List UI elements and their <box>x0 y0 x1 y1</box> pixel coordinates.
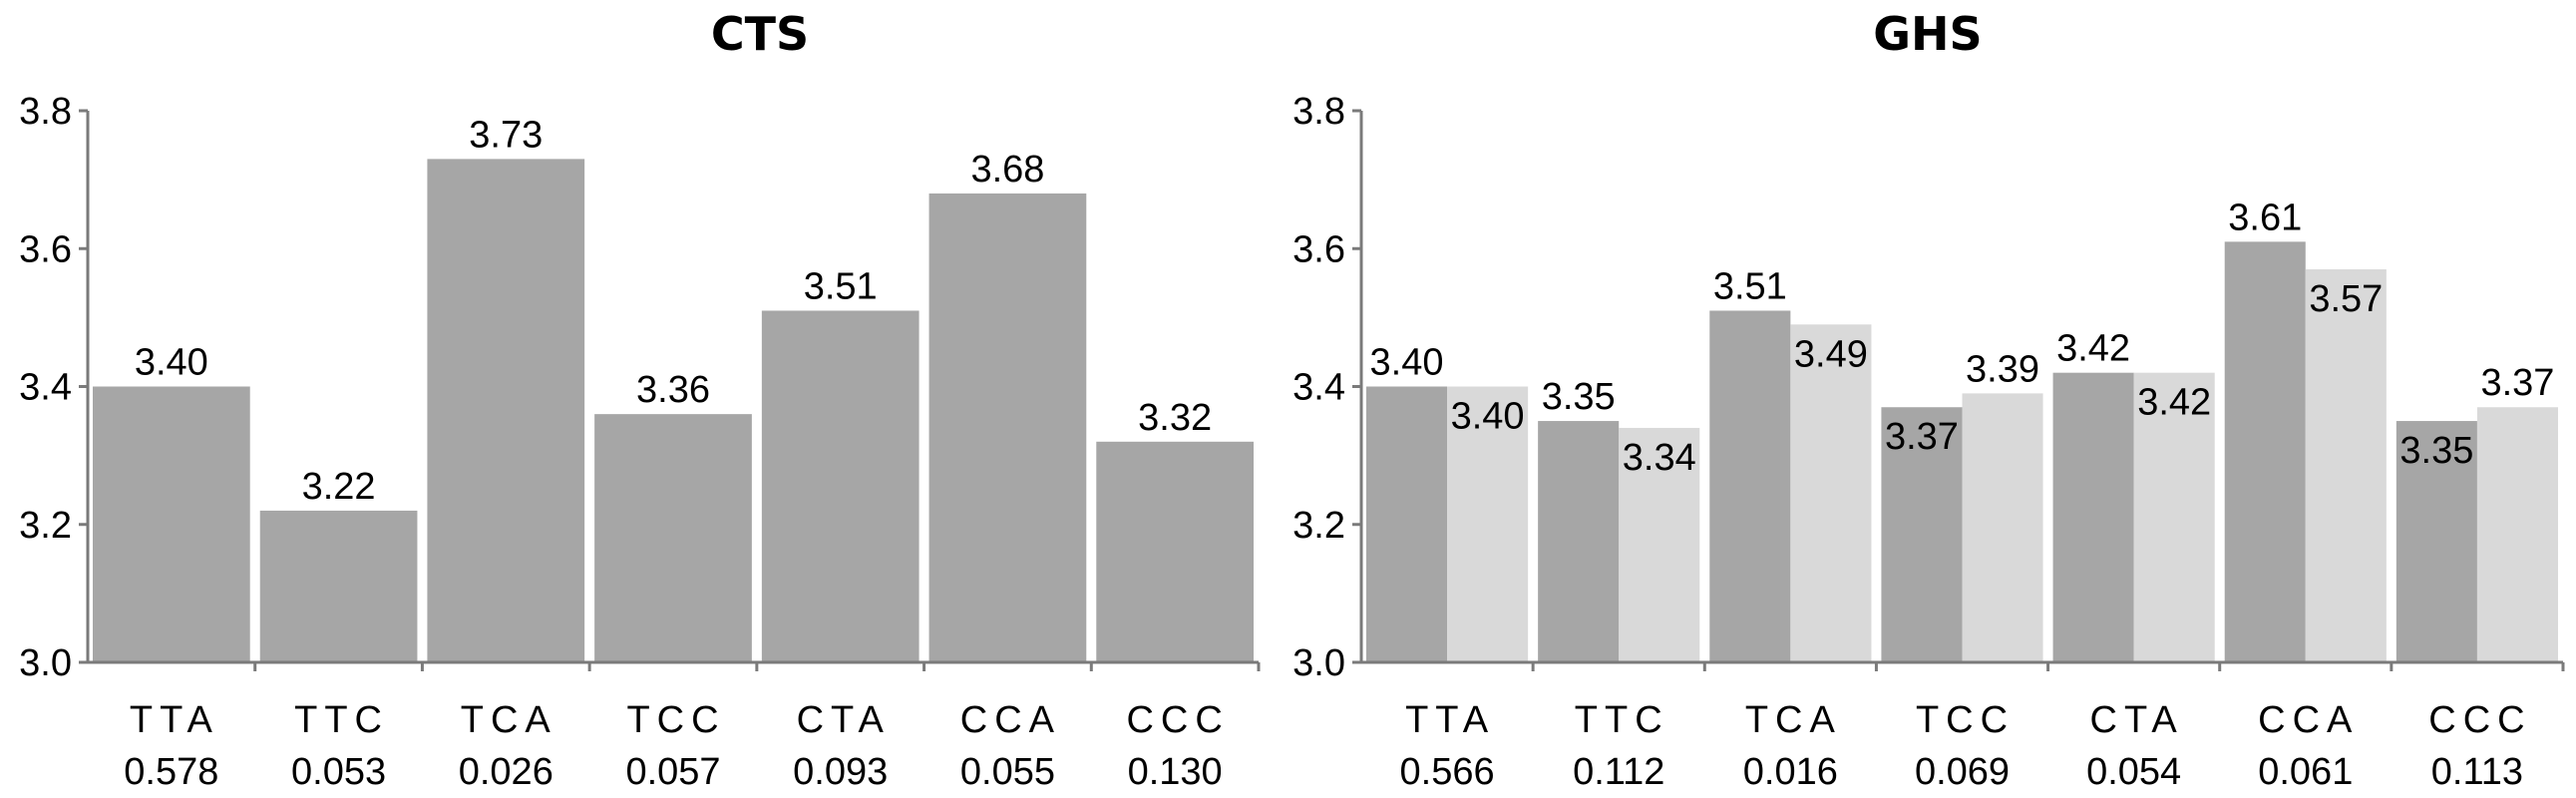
bar-ttc-series2 <box>1619 427 1700 662</box>
y-tick-label: 3.4 <box>1292 367 1345 409</box>
category-label: TTA <box>1405 699 1495 741</box>
data-label: 3.51 <box>804 265 878 307</box>
bar-cta-series1 <box>2052 372 2134 662</box>
y-tick-label: 3.6 <box>19 228 72 270</box>
data-label: 3.35 <box>1542 376 1616 418</box>
data-label: 3.39 <box>1966 348 2039 390</box>
chart-title: CTS <box>711 7 809 61</box>
bar-tta <box>93 386 250 662</box>
data-label: 3.40 <box>1451 396 1525 438</box>
bar-ttc-series1 <box>1538 421 1620 662</box>
category-value: 0.069 <box>1915 751 2010 793</box>
data-label: 3.42 <box>2137 382 2211 424</box>
bar-cca-series2 <box>2305 268 2387 662</box>
category-value: 0.055 <box>960 751 1055 793</box>
chart-panel-cts: CTS 3.0 3.2 3.4 3.6 3.8 3.40 TTA 0.578 3.22 TTC 0.0… <box>19 7 1261 793</box>
category-label: CTA <box>797 699 891 741</box>
data-label: 3.68 <box>970 149 1044 191</box>
data-label: 3.42 <box>2056 328 2130 370</box>
category-value: 0.057 <box>625 751 720 793</box>
y-tick-label: 3.8 <box>19 91 72 133</box>
data-label: 3.57 <box>2309 278 2383 320</box>
category-value: 0.093 <box>793 751 888 793</box>
bar-ccc-series2 <box>2476 407 2558 662</box>
y-tick-label: 3.0 <box>1292 642 1345 684</box>
category-label: CCC <box>1126 699 1229 741</box>
category-value: 0.061 <box>2258 751 2353 793</box>
bar-tcc-series2 <box>1962 393 2043 662</box>
bar-tca <box>427 159 585 662</box>
category-label: TCA <box>461 699 557 741</box>
y-tick-label: 3.0 <box>19 642 72 684</box>
data-label: 3.61 <box>2228 197 2302 238</box>
data-label: 3.37 <box>2480 362 2554 404</box>
category-value: 0.130 <box>1128 751 1223 793</box>
chart-title: GHS <box>1873 7 1982 61</box>
bar-tta-series1 <box>1366 386 1448 662</box>
category-label: CCC <box>2428 699 2531 741</box>
data-label: 3.40 <box>135 342 208 384</box>
category-label: CTA <box>2090 699 2184 741</box>
data-label: 3.73 <box>469 114 543 156</box>
bar-cta <box>761 310 920 662</box>
category-value: 0.053 <box>291 751 386 793</box>
y-tick-label: 3.8 <box>1292 91 1345 133</box>
data-label: 3.36 <box>636 369 710 411</box>
y-tick-label: 3.4 <box>19 367 72 409</box>
bar-cta-series2 <box>2133 372 2215 662</box>
category-value: 0.016 <box>1743 751 1838 793</box>
bar-tca-series1 <box>1709 310 1791 662</box>
category-label: TTC <box>294 699 389 741</box>
category-label: TTA <box>130 699 219 741</box>
category-label: CCA <box>2258 699 2359 741</box>
bar-cca <box>928 193 1087 662</box>
category-label: CCA <box>960 699 1061 741</box>
data-label: 3.32 <box>1138 397 1212 439</box>
data-label: 3.40 <box>1370 342 1444 384</box>
category-value: 0.026 <box>459 751 553 793</box>
category-label: TTC <box>1575 699 1669 741</box>
data-label: 3.49 <box>1794 333 1868 375</box>
y-tick-label: 3.6 <box>1292 228 1345 270</box>
bar-tcc <box>594 414 752 662</box>
bar-ccc-series1 <box>2395 421 2477 662</box>
data-label: 3.22 <box>302 466 376 508</box>
data-label: 3.51 <box>1713 265 1787 307</box>
y-tick-label: 3.2 <box>1292 505 1345 547</box>
bar-tcc-series1 <box>1881 407 1963 662</box>
category-value: 0.566 <box>1400 751 1495 793</box>
data-label: 3.34 <box>1623 437 1696 479</box>
category-value: 0.113 <box>2431 751 2523 793</box>
category-value: 0.054 <box>2086 751 2181 793</box>
y-tick-label: 3.2 <box>19 505 72 547</box>
data-label: 3.35 <box>2399 430 2473 472</box>
category-label: TCA <box>1745 699 1842 741</box>
category-value: 0.578 <box>124 751 218 793</box>
bar-cca-series1 <box>2224 241 2306 662</box>
bar-ccc <box>1096 441 1254 662</box>
category-value: 0.112 <box>1573 751 1664 793</box>
bar-tta-series2 <box>1447 386 1529 662</box>
bar-ttc <box>259 510 418 662</box>
category-label: TCC <box>1916 699 2015 741</box>
data-label: 3.37 <box>1885 416 1959 458</box>
chart-panel-ghs: GHS3.03.23.43.63.83.403.40TTA0.5663.353.… <box>1292 7 2565 793</box>
bar-tca-series2 <box>1790 324 1872 662</box>
category-label: TCC <box>626 699 725 741</box>
